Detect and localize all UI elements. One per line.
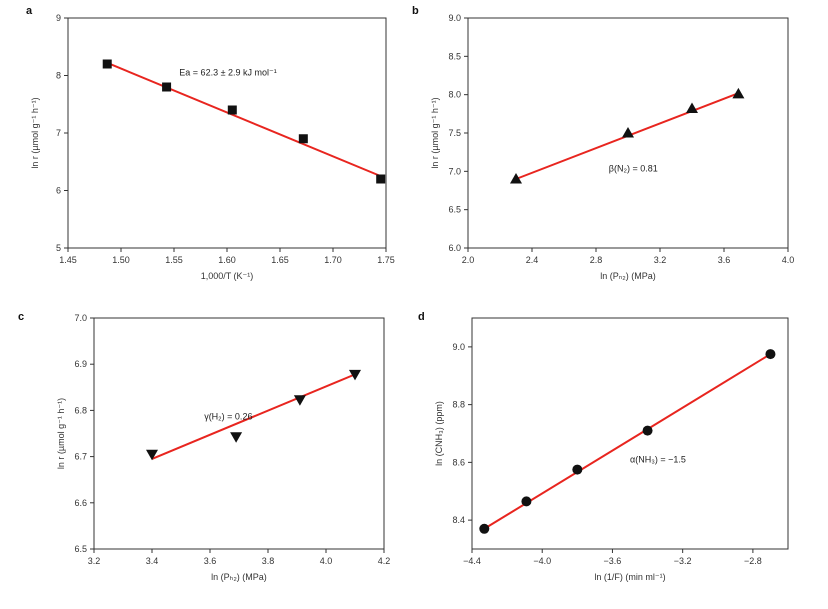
data-point — [622, 127, 634, 138]
x-tick-label: −2.8 — [744, 556, 762, 566]
y-tick-label: 6.7 — [74, 452, 87, 462]
fit-line — [106, 61, 382, 178]
y-tick-label: 8.0 — [448, 90, 461, 100]
y-tick-label: 7.0 — [448, 166, 461, 176]
data-point — [510, 173, 522, 184]
y-axis-label: ln (CNH₃) (ppm) — [434, 401, 444, 466]
y-tick-label: 9.0 — [452, 342, 465, 352]
y-tick-label: 6.5 — [448, 205, 461, 215]
x-tick-label: −3.2 — [674, 556, 692, 566]
y-tick-label: 8.6 — [452, 457, 465, 467]
y-axis-label: ln r (µmol g⁻¹ h⁻¹) — [56, 398, 66, 469]
fit-annotation: γ(H₂) = 0.26 — [204, 412, 252, 422]
fit-annotation: α(NH₃) = −1.5 — [630, 454, 686, 464]
y-axis-label: ln r (µmol g⁻¹ h⁻¹) — [30, 97, 40, 168]
data-point — [479, 523, 490, 534]
data-point — [162, 82, 172, 92]
x-axis-label: ln (1/F) (min ml⁻¹) — [594, 572, 665, 582]
y-axis-label: ln r (µmol g⁻¹ h⁻¹) — [430, 97, 440, 168]
x-tick-label: 3.2 — [654, 255, 667, 265]
panel-d: d −4.4 −4.0 −3.6 −3.2 −2.8 8.4 8.6 8.8 9.0 ln (1/F… — [418, 311, 789, 582]
data-point — [146, 449, 158, 461]
y-tick-label: 6 — [56, 186, 61, 196]
x-tick-label: 3.6 — [718, 255, 731, 265]
x-axis-label: ln (Pₙ₂) (MPa) — [600, 271, 656, 281]
y-tick-label: 6.5 — [74, 544, 87, 554]
x-tick-label: 2.4 — [526, 255, 539, 265]
x-tick-label: 1.65 — [271, 255, 289, 265]
x-tick-label: −4.4 — [463, 556, 481, 566]
data-point — [376, 174, 386, 184]
panel-b: b 2.0 2.4 2.8 3.2 3.6 4.0 6.0 6.5 7.0 7.5 8.0 8.5 9.0… — [412, 5, 794, 281]
y-tick-label: 9 — [56, 13, 61, 23]
x-tick-label: 1.50 — [112, 255, 130, 265]
plot-frame — [67, 17, 387, 249]
y-tick-label: 9.0 — [448, 13, 461, 23]
data-point — [298, 134, 308, 144]
panel-letter: a — [26, 5, 33, 17]
data-point — [293, 395, 306, 406]
y-tick-label: 6.0 — [448, 243, 461, 253]
fit-line — [151, 373, 356, 460]
x-tick-label: 1.55 — [165, 255, 183, 265]
x-axis-label: ln (Pₕ₂) (MPa) — [211, 572, 267, 582]
x-axis-label: 1,000/T (K⁻¹) — [201, 271, 254, 281]
y-tick-label: 6.8 — [74, 405, 87, 415]
x-tick-label: 3.6 — [204, 556, 217, 566]
data-point — [102, 59, 112, 69]
y-tick-label: 5 — [56, 243, 61, 253]
fit-line — [483, 353, 771, 530]
data-point — [642, 425, 653, 436]
y-tick-label: 8.5 — [448, 51, 461, 61]
fit-annotation: Ea = 62.3 ± 2.9 kJ mol⁻¹ — [179, 68, 276, 78]
data-point — [521, 496, 532, 507]
x-tick-label: 2.8 — [590, 255, 603, 265]
x-tick-label: −4.0 — [533, 556, 551, 566]
x-tick-label: 4.0 — [782, 255, 795, 265]
panel-letter: c — [18, 311, 24, 323]
data-point — [686, 102, 698, 113]
y-tick-label: 7 — [56, 128, 61, 138]
x-tick-label: 3.8 — [262, 556, 275, 566]
x-tick-label: 4.0 — [320, 556, 333, 566]
panel-letter: d — [418, 311, 425, 323]
y-tick-label: 8 — [56, 71, 61, 81]
x-tick-label: 1.75 — [377, 255, 395, 265]
data-point — [732, 87, 745, 99]
x-tick-label: 1.60 — [218, 255, 236, 265]
x-tick-label: 2.0 — [462, 255, 475, 265]
data-point — [349, 369, 361, 381]
panel-a: a 1.45 1.50 1.55 1.60 1.65 1.70 1.75 5 6 7 8 9 1,000/… — [26, 5, 395, 281]
data-point — [227, 105, 237, 115]
fit-annotation: β(N₂) = 0.81 — [609, 163, 658, 173]
x-tick-label: 1.45 — [59, 255, 77, 265]
x-tick-label: 3.2 — [88, 556, 101, 566]
y-tick-label: 6.9 — [74, 359, 87, 369]
y-tick-label: 7.0 — [74, 313, 87, 323]
plot-frame — [93, 317, 385, 550]
y-tick-label: 7.5 — [448, 128, 461, 138]
y-tick-label: 8.4 — [452, 515, 465, 525]
panel-c: c 3.2 3.4 3.6 3.8 4.0 4.2 6.5 6.6 6.7 6.8 6.9 7.0 ln … — [18, 311, 390, 582]
x-tick-label: 3.4 — [146, 556, 159, 566]
plot-frame — [471, 317, 789, 550]
data-point — [230, 432, 243, 443]
data-point — [765, 349, 776, 360]
x-tick-label: 4.2 — [378, 556, 391, 566]
x-tick-label: 1.70 — [324, 255, 342, 265]
y-tick-label: 6.6 — [74, 498, 87, 508]
y-tick-label: 8.8 — [452, 400, 465, 410]
x-tick-label: −3.6 — [604, 556, 622, 566]
data-point — [572, 464, 583, 475]
panel-letter: b — [412, 5, 419, 17]
